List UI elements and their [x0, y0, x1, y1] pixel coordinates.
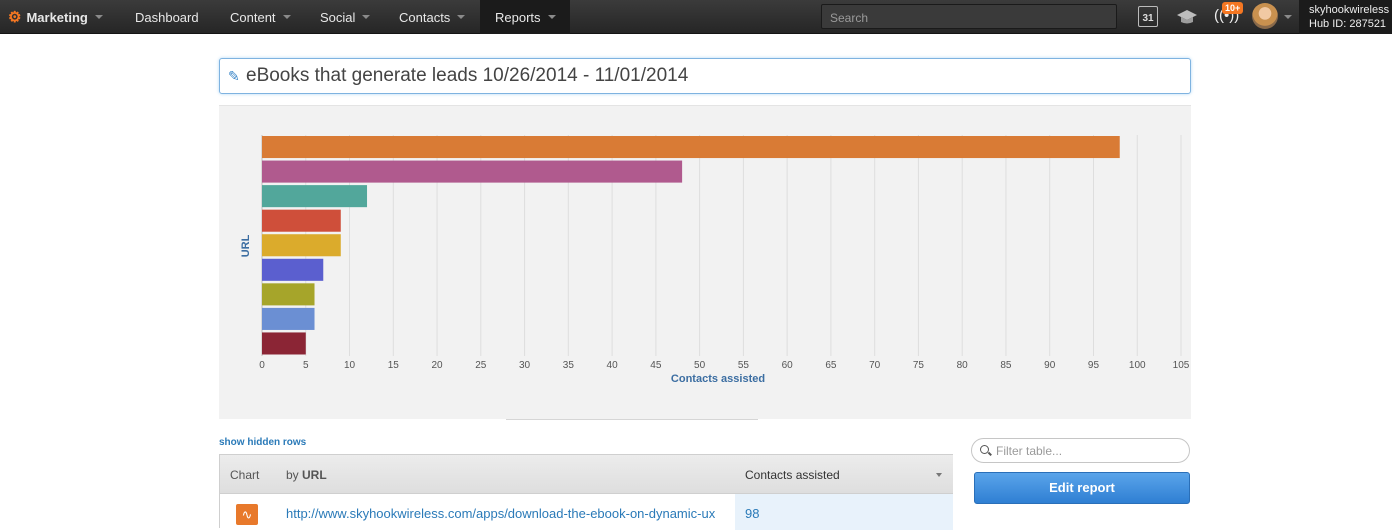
report-title-field[interactable]: ✎ eBooks that generate leads 10/26/2014 … [219, 58, 1191, 94]
search-placeholder: Search [830, 11, 869, 25]
x-tick-label: 90 [1044, 360, 1056, 371]
bar [262, 136, 1120, 159]
table-row-value-link[interactable]: 98 [745, 506, 760, 521]
search-icon [980, 445, 989, 454]
x-tick-label: 80 [957, 360, 969, 371]
bar [262, 185, 368, 208]
table-row-url-link[interactable]: http://www.skyhookwireless.com/apps/down… [286, 506, 716, 521]
nav-content[interactable]: Content [230, 0, 291, 34]
bar-chart: 0 5 10 15 20 25 30 35 40 45 50 55 60 65 70 75 80 85 90 95 10… [240, 135, 1190, 385]
y-axis-title: URL [240, 234, 252, 257]
x-tick-label: 50 [694, 360, 706, 371]
x-tick-label: 45 [650, 360, 662, 371]
x-tick-label: 75 [913, 360, 925, 371]
table-row-url[interactable]: http://www.skyhookwireless.com/apps/down… [276, 494, 735, 530]
x-tick-label: 100 [1129, 360, 1146, 371]
chevron-down-icon[interactable] [1284, 15, 1292, 19]
search-input[interactable]: Search [821, 4, 1117, 29]
nav-dashboard-label: Dashboard [135, 9, 199, 25]
column-header-chart: Chart [220, 455, 276, 494]
filter-placeholder: Filter table... [996, 444, 1063, 458]
column-header-contacts-assisted[interactable]: Contacts assisted [735, 455, 953, 494]
bar [262, 209, 341, 232]
chevron-down-icon [94, 15, 103, 19]
nav-social-label: Social [320, 9, 356, 25]
sparkline-chart-icon[interactable]: ∿ [236, 504, 258, 525]
column-header-url[interactable]: by URL [276, 455, 735, 494]
x-tick-label: 60 [782, 360, 794, 371]
x-tick-label: 15 [388, 360, 400, 371]
avatar[interactable] [1252, 3, 1278, 29]
column-header-chart-label: Chart [230, 468, 260, 482]
notification-count-badge: 10+ [1222, 2, 1244, 14]
nav-content-label: Content [230, 9, 276, 25]
report-table: Chart by URL Contacts assisted ∿ http://… [219, 454, 953, 530]
divider [506, 419, 758, 420]
bar [262, 283, 315, 306]
filter-table-input[interactable]: Filter table... [971, 438, 1190, 463]
x-tick-label: 85 [1000, 360, 1012, 371]
calendar-icon[interactable]: 31 [1138, 6, 1158, 27]
table-row-chart-cell: ∿ [220, 494, 276, 530]
bar [262, 307, 315, 330]
bar [262, 160, 683, 183]
pencil-icon: ✎ [228, 67, 240, 84]
chevron-down-icon [282, 15, 291, 19]
x-tick-label: 70 [869, 360, 881, 371]
x-tick-label: 105 [1173, 360, 1190, 371]
column-header-url-label: URL [302, 468, 327, 482]
x-tick-label: 55 [738, 360, 750, 371]
edit-report-button[interactable]: Edit report [974, 472, 1190, 504]
chevron-down-icon [457, 15, 466, 19]
academy-cap-icon[interactable] [1176, 8, 1198, 26]
hub-id: Hub ID: 287521 [1309, 18, 1387, 30]
nav-reports[interactable]: Reports [480, 0, 570, 34]
x-tick-label: 30 [519, 360, 531, 371]
x-tick-label: 35 [563, 360, 575, 371]
table-row-value: 98 [735, 494, 953, 530]
x-tick-label: 25 [475, 360, 487, 371]
x-tick-label: 10 [344, 360, 356, 371]
show-hidden-rows-link[interactable]: show hidden rows [219, 437, 307, 448]
hubspot-logo-icon: ⚙ [8, 9, 22, 26]
nav-contacts[interactable]: Contacts [399, 0, 466, 34]
chevron-down-icon [362, 15, 371, 19]
account-name: skyhookwireless [1309, 4, 1390, 16]
x-tick-label: 40 [607, 360, 619, 371]
nav-social[interactable]: Social [320, 0, 371, 34]
column-header-by-label: by [286, 468, 303, 482]
chevron-down-icon [547, 15, 556, 19]
top-navigation-bar: ⚙ Marketing Dashboard Content Social Con… [0, 0, 1392, 34]
chart-panel: 0 5 10 15 20 25 30 35 40 45 50 55 60 65 70 75 80 85 90 95 10… [219, 105, 1191, 419]
bar [262, 332, 306, 355]
x-tick-label: 5 [303, 360, 309, 371]
calendar-day: 31 [1142, 13, 1154, 24]
nav-reports-label: Reports [495, 9, 541, 25]
x-tick-label: 95 [1088, 360, 1100, 371]
nav-contacts-label: Contacts [399, 9, 451, 25]
bar [262, 258, 324, 281]
x-tick-label: 20 [431, 360, 443, 371]
marketing-menu-label: Marketing [26, 9, 88, 25]
marketing-menu[interactable]: ⚙ Marketing [8, 0, 103, 34]
nav-dashboard[interactable]: Dashboard [135, 0, 199, 34]
bar [262, 234, 341, 257]
x-tick-label: 65 [825, 360, 837, 371]
column-header-contacts-label: Contacts assisted [745, 468, 840, 482]
x-tick-label: 0 [259, 360, 265, 371]
report-title: eBooks that generate leads 10/26/2014 - … [246, 65, 689, 86]
sort-down-icon[interactable] [936, 473, 942, 477]
account-menu[interactable]: skyhookwireless Hub ID: 287521 [1299, 0, 1392, 34]
x-axis-title: Contacts assisted [671, 373, 765, 385]
